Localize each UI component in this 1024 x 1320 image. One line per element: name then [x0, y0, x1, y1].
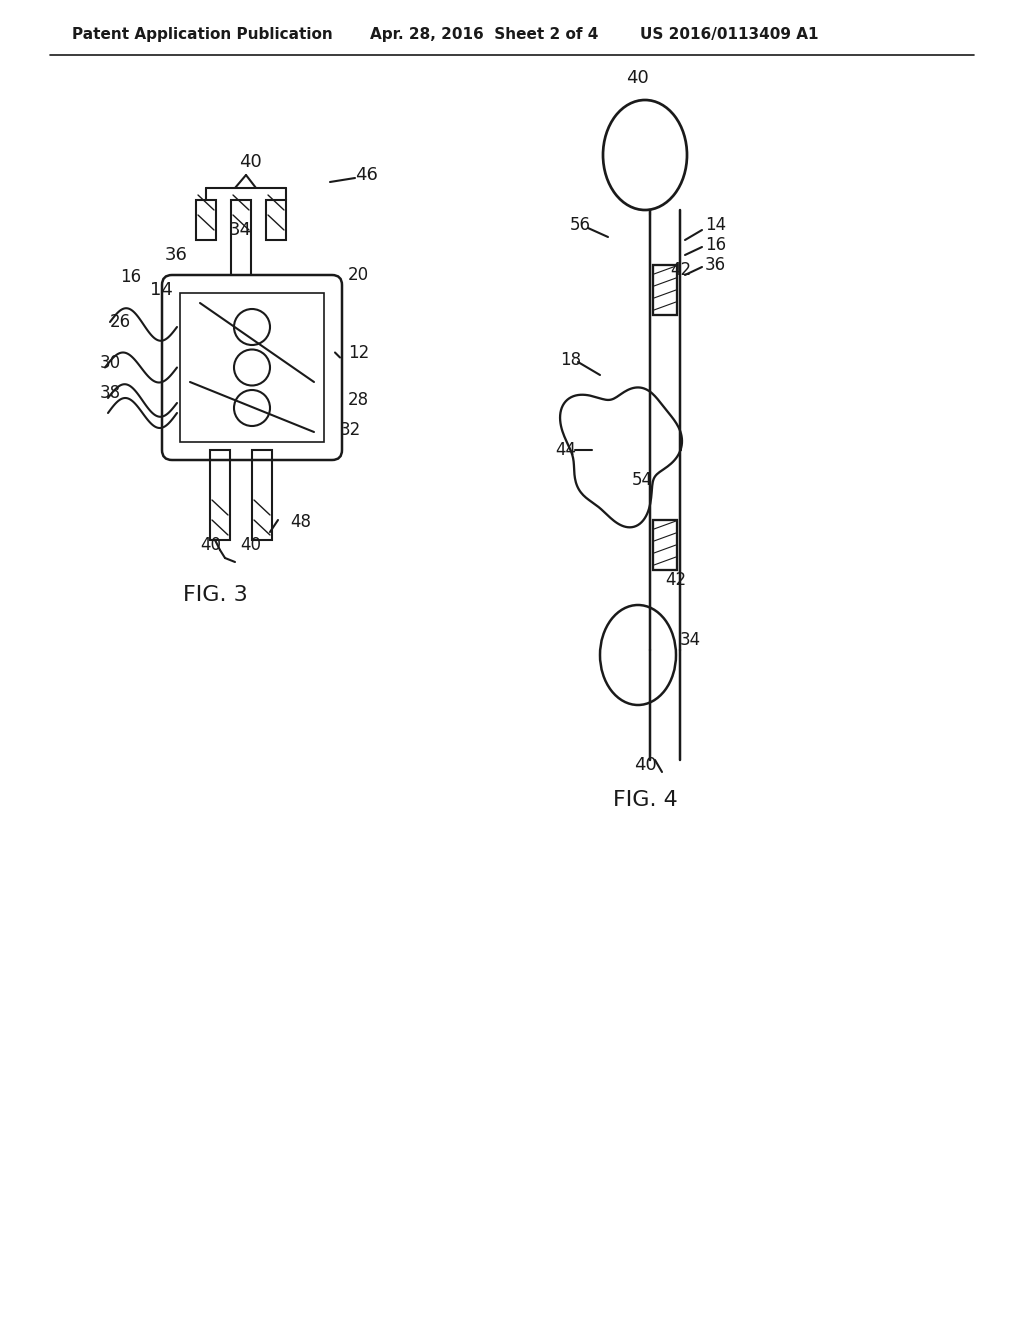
Text: 16: 16 — [705, 236, 726, 253]
Text: FIG. 3: FIG. 3 — [182, 585, 248, 605]
Bar — [653, 520, 677, 570]
Text: 36: 36 — [165, 246, 187, 264]
Ellipse shape — [603, 100, 687, 210]
Bar — [196, 201, 216, 240]
Text: 40: 40 — [240, 536, 261, 554]
Text: 34: 34 — [680, 631, 701, 649]
Text: FIG. 4: FIG. 4 — [612, 789, 677, 810]
Text: 12: 12 — [348, 343, 370, 362]
Text: 44: 44 — [555, 441, 575, 459]
Text: 30: 30 — [100, 354, 121, 371]
Bar — [653, 265, 677, 315]
Text: 54: 54 — [632, 471, 653, 488]
Text: 40: 40 — [626, 69, 648, 87]
Text: 34: 34 — [228, 220, 252, 239]
Text: 40: 40 — [634, 756, 656, 774]
Text: Apr. 28, 2016  Sheet 2 of 4: Apr. 28, 2016 Sheet 2 of 4 — [370, 28, 598, 42]
Text: 14: 14 — [150, 281, 173, 300]
Text: 40: 40 — [239, 153, 261, 172]
Text: 46: 46 — [355, 166, 378, 183]
Text: 38: 38 — [100, 384, 121, 403]
Ellipse shape — [600, 605, 676, 705]
Text: 26: 26 — [110, 313, 131, 331]
Text: 56: 56 — [570, 216, 591, 234]
Text: 36: 36 — [705, 256, 726, 275]
FancyBboxPatch shape — [162, 275, 342, 459]
Bar — [231, 201, 251, 280]
Bar — [180, 293, 324, 442]
Text: 20: 20 — [348, 267, 369, 284]
Text: 48: 48 — [290, 513, 311, 531]
Text: 42: 42 — [665, 572, 686, 589]
Text: 18: 18 — [560, 351, 582, 370]
Text: Patent Application Publication: Patent Application Publication — [72, 28, 333, 42]
Text: US 2016/0113409 A1: US 2016/0113409 A1 — [640, 28, 818, 42]
Text: 28: 28 — [348, 391, 369, 409]
Text: 42: 42 — [670, 261, 691, 279]
Text: 14: 14 — [705, 216, 726, 234]
Text: 32: 32 — [340, 421, 361, 440]
Text: 16: 16 — [120, 268, 141, 286]
Bar — [210, 450, 230, 540]
Bar — [252, 450, 272, 540]
Text: 40: 40 — [200, 536, 221, 554]
Bar — [266, 201, 286, 240]
